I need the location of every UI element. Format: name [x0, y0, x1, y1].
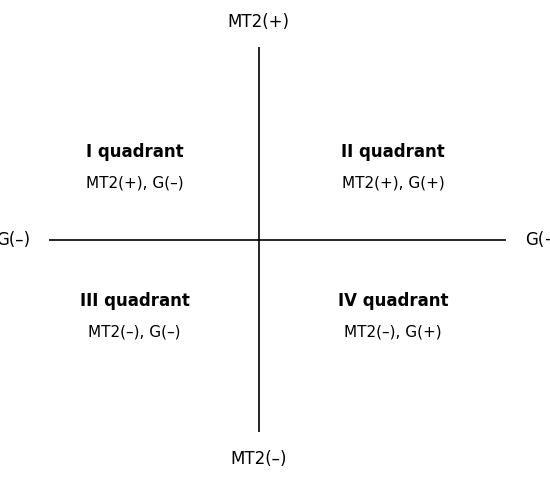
Text: I quadrant: I quadrant [86, 142, 184, 160]
Text: IV quadrant: IV quadrant [338, 291, 448, 309]
Text: MT2(–), G(+): MT2(–), G(+) [344, 324, 442, 339]
Text: II quadrant: II quadrant [342, 142, 445, 160]
Text: MT2(+): MT2(+) [228, 13, 289, 31]
Text: III quadrant: III quadrant [80, 291, 190, 309]
Text: MT2(+), G(+): MT2(+), G(+) [342, 175, 444, 190]
Text: MT2(–), G(–): MT2(–), G(–) [89, 324, 181, 339]
Text: MT2(+), G(–): MT2(+), G(–) [86, 175, 184, 190]
Text: MT2(–): MT2(–) [230, 449, 287, 467]
Text: G(–): G(–) [0, 231, 30, 249]
Text: G(+): G(+) [525, 231, 550, 249]
